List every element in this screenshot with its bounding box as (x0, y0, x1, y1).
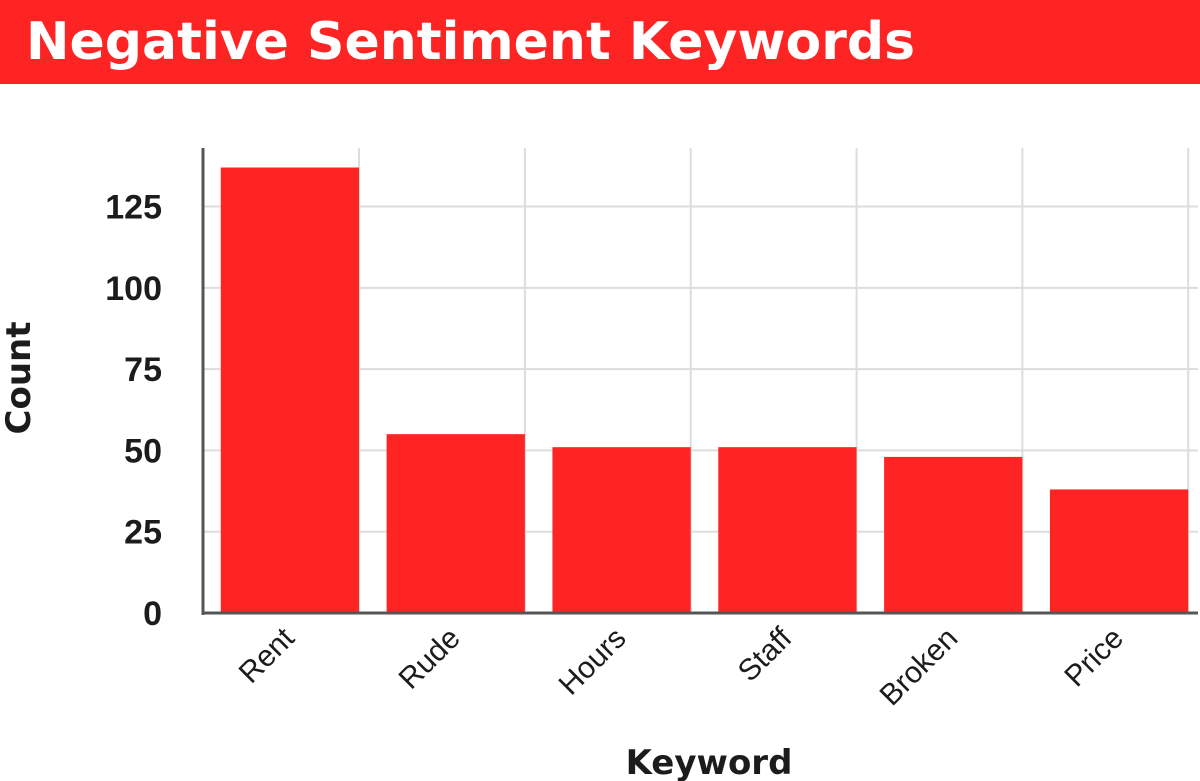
bars (220, 167, 1189, 613)
bar-hours (552, 447, 691, 613)
y-tick-label: 25 (124, 514, 162, 552)
bar-price (1049, 489, 1189, 613)
x-tick-label: Broken (874, 622, 965, 713)
chart-title: Negative Sentiment Keywords (26, 12, 916, 72)
x-tick-label: Staff (732, 621, 799, 688)
y-tick-label: 0 (143, 595, 162, 633)
y-tick-label: 125 (105, 189, 162, 227)
bar-broken (884, 456, 1023, 613)
x-tick-label: Price (1058, 622, 1130, 694)
axes (201, 148, 1198, 615)
y-tick-label: 100 (105, 270, 162, 308)
x-tick-label: Hours (553, 622, 633, 702)
x-tick-label: Rude (393, 622, 467, 696)
x-tick-labels: Rent Rude Hours Staff Broken Price (233, 621, 1130, 712)
bar-rude (386, 434, 525, 613)
y-tick-label: 75 (124, 351, 162, 389)
x-axis-label: Keyword (626, 743, 793, 781)
bar-staff (718, 447, 857, 613)
bar-rent (220, 167, 360, 613)
y-tick-labels: 0 25 50 75 100 125 (105, 189, 162, 633)
y-tick-label: 50 (124, 432, 162, 470)
x-tick-label: Rent (233, 621, 302, 690)
y-axis-label: Count (0, 322, 39, 435)
title-banner: Negative Sentiment Keywords (0, 0, 1200, 84)
